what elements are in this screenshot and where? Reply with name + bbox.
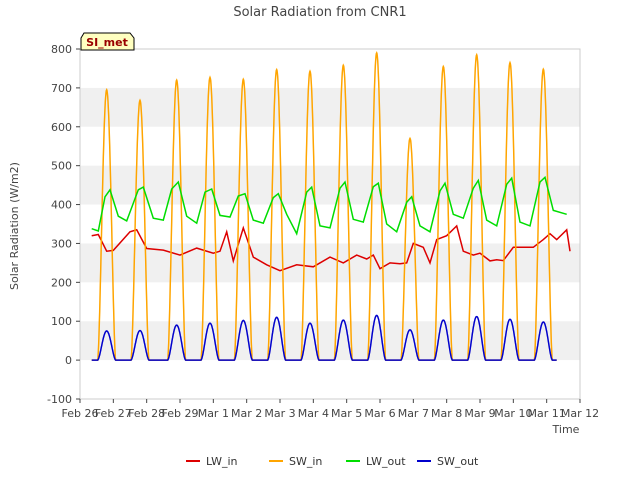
y-tick-label: 600 bbox=[51, 121, 72, 134]
x-tick-label: Mar 8 bbox=[431, 407, 462, 420]
grid-bands bbox=[80, 87, 580, 361]
y-tick-label: 200 bbox=[51, 276, 72, 289]
x-tick-label: Mar 12 bbox=[561, 407, 599, 420]
x-tick-label: Mar 3 bbox=[264, 407, 295, 420]
legend-label: LW_in bbox=[206, 455, 238, 468]
legend: LW_in SW_in LW_out SW_out bbox=[186, 455, 479, 468]
y-tick-label: 800 bbox=[51, 43, 72, 56]
annotation-badge: SI_met bbox=[80, 32, 135, 51]
grid-band bbox=[80, 87, 580, 127]
x-tick-label: Mar 1 bbox=[198, 407, 229, 420]
x-tick-label: Mar 2 bbox=[231, 407, 262, 420]
x-tick-label: Feb 27 bbox=[95, 407, 132, 420]
x-tick-label: Mar 10 bbox=[494, 407, 532, 420]
y-tick-label: 300 bbox=[51, 237, 72, 250]
x-tick-label: Mar 6 bbox=[364, 407, 395, 420]
y-axis-ticks: -100 0 100 200 300 400 500 600 700 800 bbox=[47, 43, 80, 406]
y-tick-label: 400 bbox=[51, 199, 72, 212]
x-tick-label: Mar 5 bbox=[331, 407, 362, 420]
y-tick-label: -100 bbox=[47, 393, 72, 406]
y-tick-label: 500 bbox=[51, 160, 72, 173]
series-lines bbox=[91, 51, 571, 361]
y-tick-label: 700 bbox=[51, 82, 72, 95]
plot-frame bbox=[79, 48, 581, 400]
x-tick-label: Mar 11 bbox=[528, 407, 566, 420]
x-tick-label: Mar 9 bbox=[464, 407, 495, 420]
series-line-sw-out bbox=[91, 314, 557, 361]
legend-label: LW_out bbox=[366, 455, 406, 468]
x-tick-label: Feb 29 bbox=[162, 407, 199, 420]
legend-label: SW_in bbox=[289, 455, 322, 468]
grid-band bbox=[80, 165, 580, 205]
x-tick-label: Feb 28 bbox=[128, 407, 165, 420]
legend-label: SW_out bbox=[437, 455, 479, 468]
series-line-lw-out bbox=[91, 175, 567, 236]
y-axis-label: Solar Radiation (W/m2) bbox=[8, 162, 21, 290]
y-tick-label: 0 bbox=[65, 354, 72, 367]
x-axis-label: Time bbox=[552, 423, 580, 436]
grid-band bbox=[80, 321, 580, 361]
chart-title: Solar Radiation from CNR1 bbox=[233, 5, 406, 20]
x-tick-label: Mar 4 bbox=[298, 407, 329, 420]
annotation-label: SI_met bbox=[86, 36, 128, 49]
y-tick-label: 100 bbox=[51, 315, 72, 328]
x-tick-label: Feb 26 bbox=[62, 407, 99, 420]
x-tick-label: Mar 7 bbox=[398, 407, 429, 420]
